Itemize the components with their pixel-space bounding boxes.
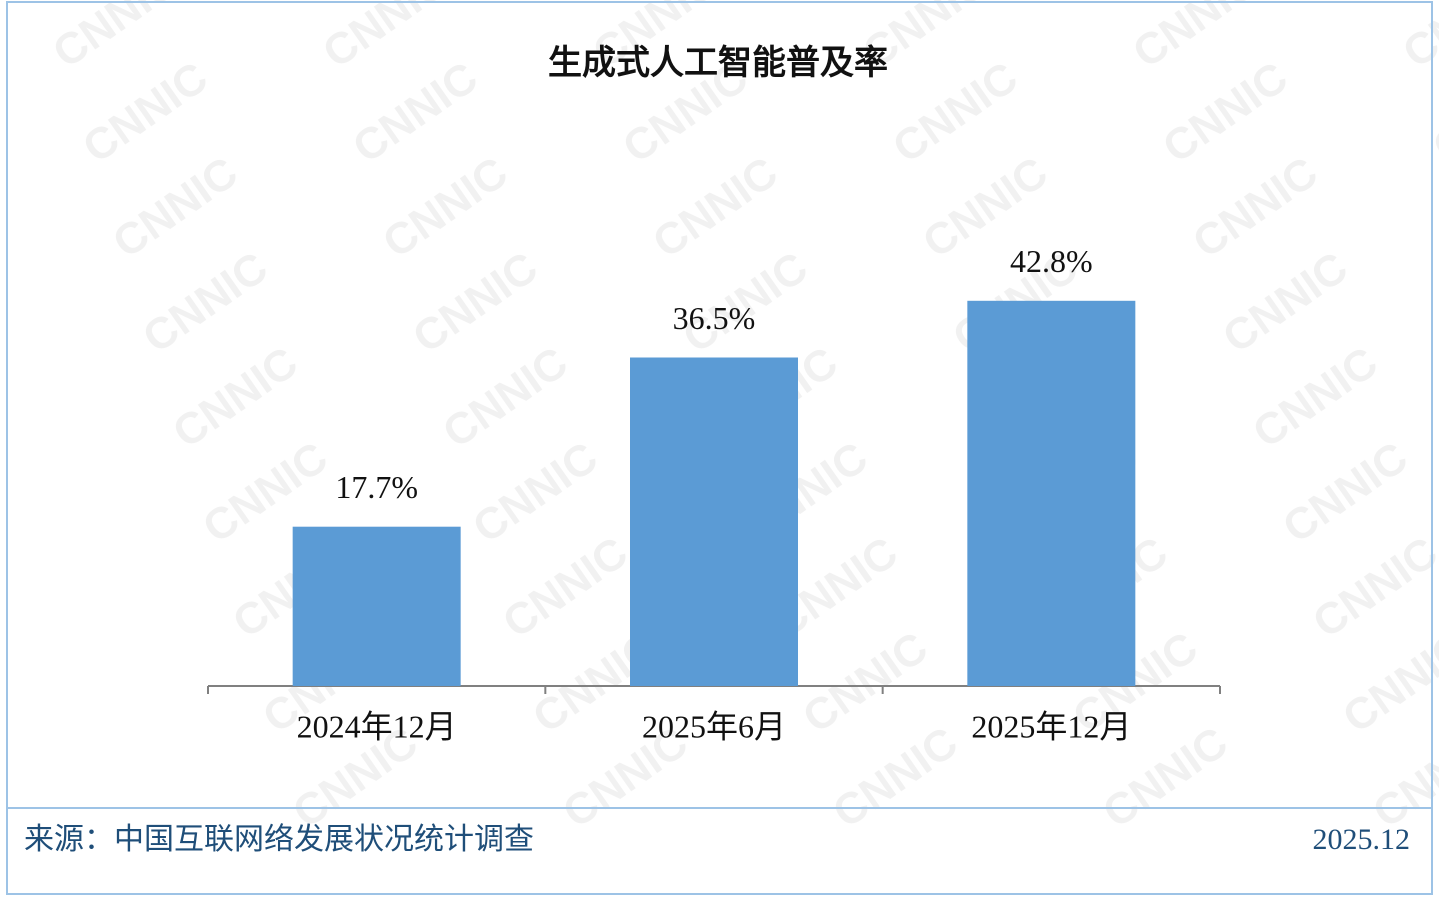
chart-title: 生成式人工智能普及率 [548,44,888,82]
watermark: CNNIC [1124,0,1266,78]
watermark: CNNIC [1334,623,1439,743]
date-note: 2025.12 [1313,823,1411,856]
value-label: 36.5% [673,300,756,336]
watermark: CNNIC [1304,528,1439,648]
watermark: CNNIC [344,53,486,173]
frame [6,1,1433,895]
watermark: CNNIC [104,148,246,268]
watermark: CNNIC [404,243,546,363]
watermark: CNNIC [824,718,966,838]
watermark: CNNIC [1244,338,1386,458]
watermark: CNNIC [1154,53,1296,173]
watermark: CNNIC [1274,433,1416,553]
watermark: CNNIC [374,148,516,268]
watermark: CNNIC [884,53,1026,173]
watermark: CNNIC [1184,148,1326,268]
watermark: CNNIC [74,53,216,173]
source-note: 来源：中国互联网络发展状况统计调查 [24,823,534,856]
watermark: CNNIC [314,0,456,78]
watermark: CNNIC [434,338,576,458]
watermark: CNNIC [44,0,186,78]
x-tick-label: 2025年12月 [971,708,1131,744]
watermark: CNNIC [494,528,636,648]
value-label: 42.8% [1010,243,1093,279]
watermark: CNNIC [134,243,276,363]
watermark: CNNIC [644,148,786,268]
watermark: CNNIC [1214,243,1356,363]
x-tick-label: 2024年12月 [297,708,457,744]
watermark: CNNIC [464,433,606,553]
bar [630,357,798,686]
watermark: CNNIC [794,623,936,743]
watermark: CNNIC [1364,718,1439,838]
bar [967,300,1136,686]
bar [292,526,461,686]
value-label: 17.7% [335,469,418,505]
x-tick-label: 2025年6月 [642,708,786,744]
watermark: CNNIC [164,338,306,458]
